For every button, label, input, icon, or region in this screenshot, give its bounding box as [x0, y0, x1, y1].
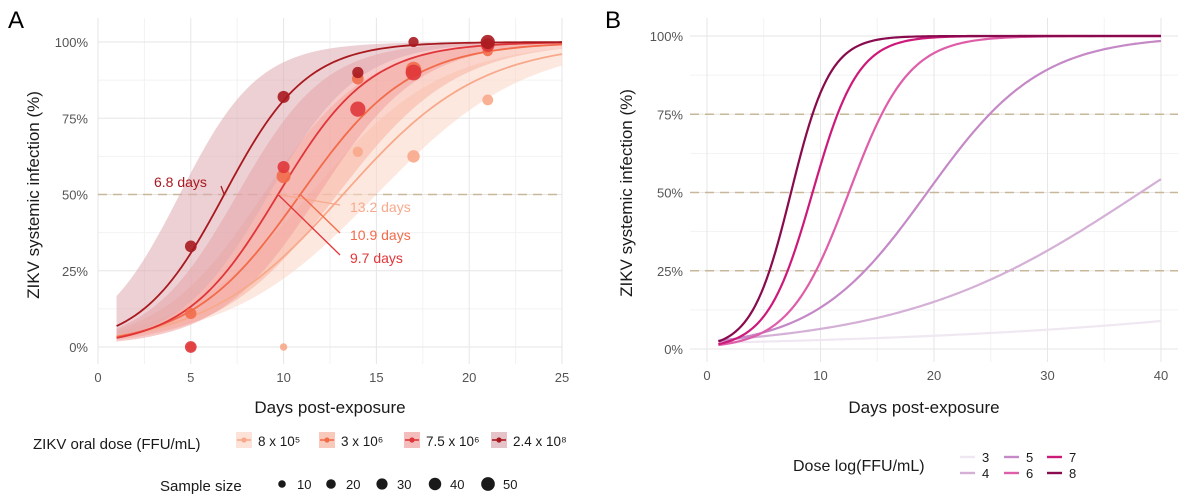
dose-curve — [718, 39, 1162, 343]
legend-title: ZIKV oral dose (FFU/mL) — [33, 436, 201, 453]
confidence-band — [116, 42, 562, 342]
x-tick-label: 0 — [94, 370, 101, 385]
panel-a-x-axis-label: Days post-exposure — [254, 398, 405, 417]
legend-label: 7.5 x 10⁶ — [426, 434, 480, 449]
panel-a-confidence-bands — [116, 42, 562, 342]
size-legend-key — [481, 477, 495, 491]
panel-b-reference-lines — [690, 113, 1178, 272]
data-point — [276, 169, 291, 184]
legend-label: 8 — [1069, 466, 1076, 481]
panel-a: A 6.8 days 13.2 days 10.9 days 9.7 days 0 5 1… — [8, 7, 569, 495]
dose-curve — [718, 34, 1161, 346]
data-point — [352, 146, 363, 157]
leader-line — [277, 193, 341, 206]
panel-a-axes: 0 5 10 15 20 25 0% 25% 50% 75% 100% — [55, 35, 569, 385]
panel-a-size-legend: Sample size 10 20 30 40 50 — [160, 477, 517, 495]
midpoint-label: 13.2 days — [350, 199, 411, 215]
panel-a-annotations: 6.8 days 13.2 days 10.9 days 9.7 days — [154, 174, 411, 266]
y-tick-label: 0% — [664, 342, 683, 357]
panel-b-letter: B — [605, 7, 621, 34]
panel-b-dose-legend: Dose log(FFU/mL) 34 56 78 — [793, 450, 1076, 481]
legend-label: 3 x 10⁶ — [341, 434, 383, 449]
y-tick-label: 75% — [62, 111, 88, 126]
y-tick-label: 100% — [55, 35, 89, 50]
panel-b-y-axis-label: ZIKV systemic infection (%) — [617, 89, 636, 297]
legend-label: 4 — [982, 466, 989, 481]
size-legend-label: 30 — [397, 477, 411, 492]
y-tick-label: 75% — [657, 107, 683, 122]
panel-a-points — [184, 34, 495, 353]
panel-b-axes: 0 10 20 30 40 0% 25% 50% 75% 100% — [650, 29, 1168, 383]
y-tick-label: 50% — [62, 188, 88, 203]
y-tick-label: 50% — [657, 186, 683, 201]
legend-label: 7 — [1069, 450, 1076, 465]
data-point — [277, 90, 290, 103]
data-point — [480, 34, 495, 50]
size-legend-key — [278, 480, 286, 488]
panel-a-dose-legend: ZIKV oral dose (FFU/mL) 8 x 10⁵ 3 x 10⁶ 7.5… — [33, 432, 567, 453]
size-legend-label: 10 — [297, 477, 311, 492]
leader-line — [277, 194, 341, 256]
dose-curve — [718, 319, 1162, 344]
y-tick-label: 100% — [650, 29, 684, 44]
x-tick-label: 20 — [462, 370, 476, 385]
panel-a-letter: A — [8, 7, 24, 34]
leader-line — [299, 194, 341, 234]
size-legend-label: 50 — [503, 477, 517, 492]
data-point — [408, 36, 419, 48]
panel-b: B 0 10 20 30 40 0% 25% 50% 75% 100% Days post-exp… — [605, 7, 1178, 481]
dose-curve — [717, 34, 1161, 343]
size-legend-label: 40 — [450, 477, 464, 492]
x-tick-label: 5 — [187, 370, 194, 385]
data-point — [279, 343, 288, 351]
size-legend-key — [376, 478, 388, 490]
y-tick-label: 0% — [69, 340, 88, 355]
legend-key-point — [241, 437, 247, 443]
data-point — [184, 341, 197, 353]
size-legend-key — [428, 477, 442, 491]
legend-title: Dose log(FFU/mL) — [793, 458, 925, 475]
panel-a-y-axis-label: ZIKV systemic infection (%) — [24, 91, 43, 299]
size-legend-key — [326, 479, 336, 489]
x-tick-label: 0 — [703, 368, 710, 383]
legend-label: 6 — [1026, 466, 1033, 481]
y-tick-label: 25% — [657, 264, 683, 279]
legend-label: 2.4 x 10⁸ — [513, 434, 567, 449]
legend-key-point — [324, 437, 330, 443]
x-tick-label: 30 — [1040, 368, 1054, 383]
data-point — [277, 160, 290, 174]
panel-b-curves — [717, 34, 1162, 347]
legend-label: 3 — [982, 450, 989, 465]
legend-label: 5 — [1026, 450, 1033, 465]
data-point — [482, 94, 494, 106]
size-legend-title: Sample size — [160, 478, 242, 495]
panel-b-x-axis-label: Days post-exposure — [848, 398, 999, 417]
confidence-band — [116, 42, 562, 338]
legend-label: 8 x 10⁵ — [258, 434, 300, 449]
midpoint-label: 6.8 days — [154, 174, 207, 190]
leader-line — [220, 185, 225, 195]
legend-key-point — [409, 437, 415, 443]
panel-b-grid — [690, 18, 1178, 362]
size-legend-label: 20 — [346, 477, 360, 492]
dose-curve — [718, 178, 1162, 342]
data-point — [350, 101, 366, 117]
x-tick-label: 25 — [555, 370, 569, 385]
x-tick-label: 10 — [276, 370, 290, 385]
data-point — [352, 66, 364, 79]
confidence-band — [116, 48, 562, 338]
x-tick-label: 20 — [927, 368, 941, 383]
midpoint-label: 9.7 days — [350, 250, 403, 266]
x-tick-label: 15 — [369, 370, 383, 385]
midpoint-label: 10.9 days — [350, 227, 411, 243]
data-point — [407, 150, 420, 163]
data-point — [185, 307, 197, 320]
legend-key-point — [496, 437, 502, 443]
x-tick-label: 10 — [813, 368, 827, 383]
data-point — [405, 64, 422, 81]
data-point — [184, 240, 197, 253]
x-tick-label: 40 — [1154, 368, 1168, 383]
y-tick-label: 25% — [62, 264, 88, 279]
